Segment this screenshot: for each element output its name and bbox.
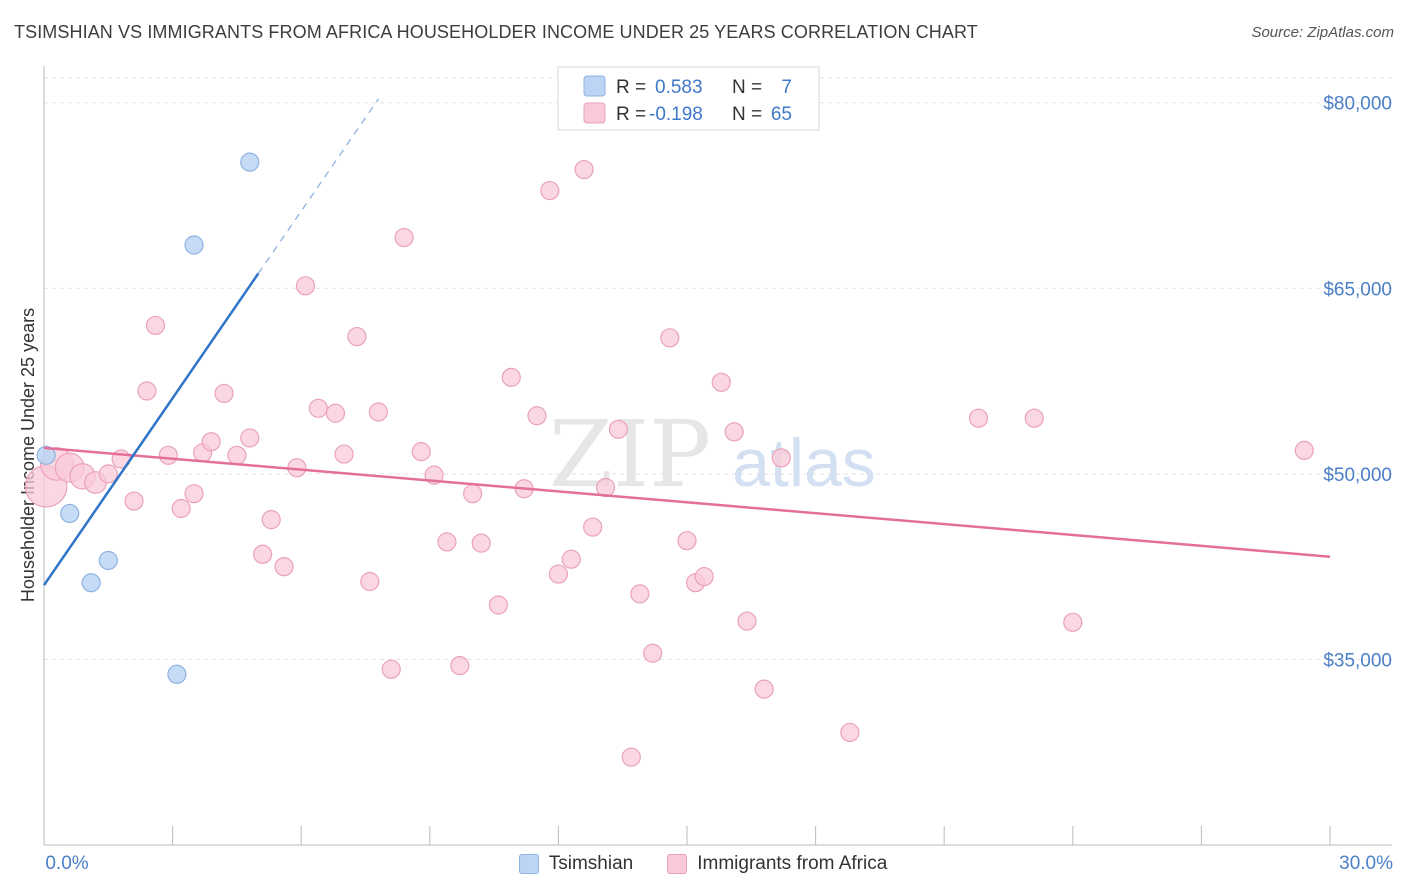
point-immigrants-from-africa <box>124 491 144 511</box>
legend-label-immigrants-from-africa: Immigrants from Africa <box>697 853 888 874</box>
point-immigrants-from-africa <box>145 315 166 336</box>
point-tsimshian <box>36 445 56 465</box>
point-immigrants-from-africa <box>548 564 569 584</box>
point-immigrants-from-africa <box>227 445 247 465</box>
point-immigrants-from-africa <box>660 328 680 348</box>
point-immigrants-from-africa <box>347 326 367 347</box>
point-immigrants-from-africa <box>437 532 457 552</box>
point-immigrants-from-africa <box>381 659 401 679</box>
point-tsimshian <box>167 664 187 684</box>
y-tick-labels: $80,000 $65,000 $50,000 $35,000 <box>1323 94 1392 672</box>
point-immigrants-from-africa <box>214 383 234 404</box>
point-immigrants-from-africa <box>201 432 221 452</box>
point-tsimshian <box>240 152 260 172</box>
point-immigrants-from-africa <box>1063 612 1083 632</box>
chart-title: TSIMSHIAN VS IMMIGRANTS FROM AFRICA HOUS… <box>14 22 978 42</box>
point-immigrants-from-africa <box>574 159 594 180</box>
point-immigrants-from-africa <box>253 544 273 564</box>
point-immigrants-from-africa <box>771 448 791 468</box>
point-immigrants-from-africa <box>694 566 714 587</box>
point-immigrants-from-africa <box>411 442 431 462</box>
point-immigrants-from-africa <box>240 428 260 448</box>
point-immigrants-from-africa <box>463 484 483 504</box>
legend-swatch-pink <box>583 102 606 124</box>
point-immigrants-from-africa <box>137 381 157 401</box>
point-immigrants-from-africa <box>643 643 663 663</box>
y-axis-label: Householder Income Under 25 years <box>18 308 38 602</box>
point-immigrants-from-africa <box>98 464 118 484</box>
point-immigrants-from-africa <box>308 398 328 418</box>
point-immigrants-from-africa <box>840 722 860 743</box>
point-immigrants-from-africa <box>540 180 560 201</box>
point-tsimshian <box>60 503 80 524</box>
watermark: ZIP atlas <box>549 401 876 508</box>
y-tick-label: $50,000 <box>1323 465 1392 486</box>
point-immigrants-from-africa <box>527 406 547 426</box>
point-immigrants-from-africa <box>334 444 354 464</box>
legend-top: R = 0.583 N = 7 R = -0.198 N = 65 <box>557 66 820 131</box>
point-immigrants-from-africa <box>630 584 650 604</box>
legend-label-tsimshian: Tsimshian <box>548 853 634 874</box>
point-immigrants-from-africa <box>368 402 388 422</box>
point-immigrants-from-africa <box>1024 408 1044 428</box>
legend-n-label: N = <box>732 77 762 98</box>
legend-swatch-tsimshian <box>518 854 539 874</box>
point-immigrants-from-africa <box>394 227 414 248</box>
trend-line-tsimshian <box>42 272 260 586</box>
watermark-zip: ZIP <box>549 401 711 508</box>
legend-r-value: 0.583 <box>655 77 703 98</box>
point-immigrants-from-africa <box>295 276 316 296</box>
legend-bottom: Tsimshian Immigrants from Africa <box>0 851 1406 877</box>
point-tsimshian <box>184 235 204 255</box>
legend-r-label: R = <box>616 77 646 98</box>
point-immigrants-from-africa <box>360 571 380 592</box>
series-tsimshian-points <box>36 152 260 684</box>
legend-r-label: R = <box>616 104 646 125</box>
point-immigrants-from-africa <box>583 517 603 537</box>
legend-item-immigrants-from-africa: Immigrants from Africa <box>667 853 887 875</box>
point-immigrants-from-africa <box>488 595 508 615</box>
y-tick-label: $65,000 <box>1323 279 1392 300</box>
point-immigrants-from-africa <box>274 557 294 577</box>
legend-swatch-blue <box>583 75 606 97</box>
point-immigrants-from-africa <box>184 484 204 504</box>
legend-swatch-immigrants-from-africa <box>667 854 688 874</box>
point-immigrants-from-africa <box>471 533 491 553</box>
series-immigrants-from-africa-points <box>24 159 1314 767</box>
point-immigrants-from-africa <box>171 498 191 519</box>
point-immigrants-from-africa <box>754 679 774 699</box>
x-tick-label: 30.0% <box>1339 853 1393 874</box>
point-immigrants-from-africa <box>677 531 697 551</box>
trend-lines <box>42 98 1331 586</box>
legend-n-label: N = <box>732 104 762 125</box>
legend-r-value: -0.198 <box>649 104 703 125</box>
point-immigrants-from-africa <box>1294 440 1314 460</box>
point-immigrants-from-africa <box>501 367 521 387</box>
legend-n-value: 65 <box>771 104 792 125</box>
watermark-atlas: atlas <box>732 425 876 501</box>
point-immigrants-from-africa <box>621 747 641 767</box>
point-immigrants-from-africa <box>561 549 581 569</box>
legend-item-tsimshian: Tsimshian <box>518 853 634 875</box>
point-immigrants-from-africa <box>737 611 757 631</box>
y-tick-label: $80,000 <box>1323 94 1392 115</box>
x-tick-labels: 0.0% 30.0% <box>45 853 1393 874</box>
point-immigrants-from-africa <box>608 419 629 439</box>
point-immigrants-from-africa <box>711 372 731 392</box>
point-immigrants-from-africa <box>261 510 281 530</box>
x-tick-label: 0.0% <box>45 853 88 874</box>
point-immigrants-from-africa <box>158 445 178 465</box>
source-credit: Source: ZipAtlas.com <box>1251 24 1394 41</box>
trend-line-immigrants-from-africa <box>43 446 1331 559</box>
y-tick-label: $35,000 <box>1323 650 1392 671</box>
legend-n-value: 7 <box>781 77 792 98</box>
point-tsimshian <box>81 573 101 593</box>
point-immigrants-from-africa <box>450 656 470 676</box>
point-tsimshian <box>98 550 118 571</box>
point-immigrants-from-africa <box>325 403 346 423</box>
point-immigrants-from-africa <box>968 408 989 428</box>
trend-line-tsimshian-extension <box>257 98 379 274</box>
point-immigrants-from-africa <box>724 422 744 442</box>
